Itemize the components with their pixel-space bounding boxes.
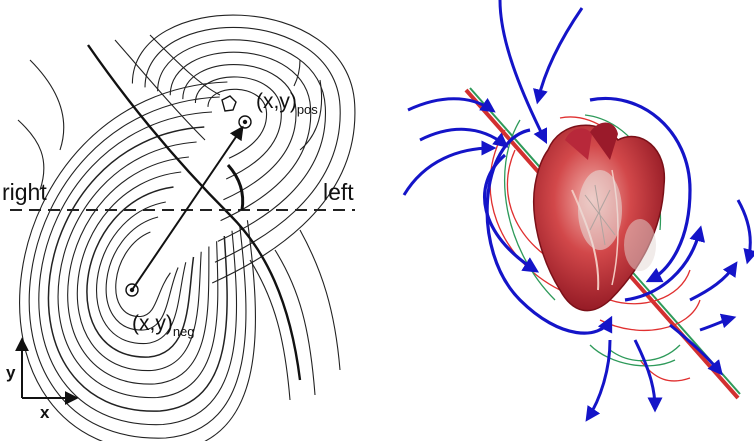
isoline	[149, 34, 221, 96]
isoline	[57, 141, 219, 399]
isoline	[182, 64, 297, 201]
dipole-vector	[131, 125, 244, 291]
isoline	[299, 229, 341, 371]
isoline-group	[17, 14, 356, 441]
isoline	[38, 111, 238, 426]
isoline	[17, 119, 45, 191]
isoline	[96, 201, 187, 345]
isoline	[194, 76, 282, 180]
isoline	[249, 259, 291, 401]
isoline	[76, 171, 202, 372]
isoline	[169, 51, 312, 222]
isoline	[29, 59, 65, 151]
angle-arc	[226, 163, 245, 211]
heart-illustration	[532, 122, 666, 312]
positive-peak-contour	[221, 95, 237, 112]
negative-pole-marker	[125, 283, 139, 297]
isoline	[157, 39, 326, 242]
isoline	[293, 59, 301, 87]
isoline	[47, 126, 228, 412]
isoline	[115, 231, 171, 318]
blue-outer-field-lines	[402, 0, 754, 422]
isoline	[19, 81, 257, 441]
isoline	[67, 156, 210, 385]
heart-dipole-illustration	[402, 0, 754, 422]
isoline	[131, 14, 356, 284]
zero-isoline	[87, 44, 302, 381]
isoline	[299, 79, 323, 151]
isopotential-map: (x,y)pos (x,y)neg right left y x	[2, 14, 356, 441]
isoline	[28, 96, 247, 439]
isoline	[114, 39, 206, 141]
left-label: left	[323, 179, 354, 205]
isoline	[274, 249, 316, 396]
x-axis-label: x	[40, 403, 50, 422]
right-label: right	[2, 179, 47, 205]
isoline	[207, 88, 268, 159]
y-axis-label: y	[6, 363, 16, 382]
blue-field-loops	[482, 97, 706, 335]
positive-pole-label: (x,y)pos	[256, 90, 318, 117]
negative-pole-label: (x,y)neg	[132, 312, 195, 339]
positive-pole-marker	[238, 115, 252, 129]
isoline	[105, 216, 179, 331]
isoline	[86, 186, 195, 358]
isoline	[144, 27, 341, 263]
axis-indicator: y x	[6, 337, 79, 422]
